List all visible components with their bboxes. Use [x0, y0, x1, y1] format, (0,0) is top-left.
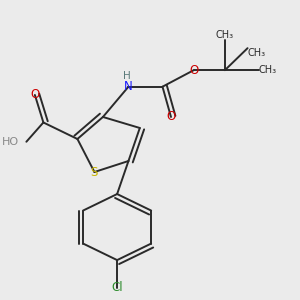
Text: O: O — [30, 88, 40, 101]
Text: H: H — [123, 71, 131, 81]
Text: S: S — [91, 166, 98, 178]
Text: O: O — [189, 64, 198, 77]
Text: N: N — [124, 80, 133, 93]
Text: O: O — [167, 110, 176, 124]
Text: CH₃: CH₃ — [259, 65, 277, 75]
Text: HO: HO — [2, 137, 19, 147]
Text: Cl: Cl — [111, 281, 123, 294]
Text: CH₃: CH₃ — [248, 48, 266, 58]
Text: CH₃: CH₃ — [216, 30, 234, 40]
